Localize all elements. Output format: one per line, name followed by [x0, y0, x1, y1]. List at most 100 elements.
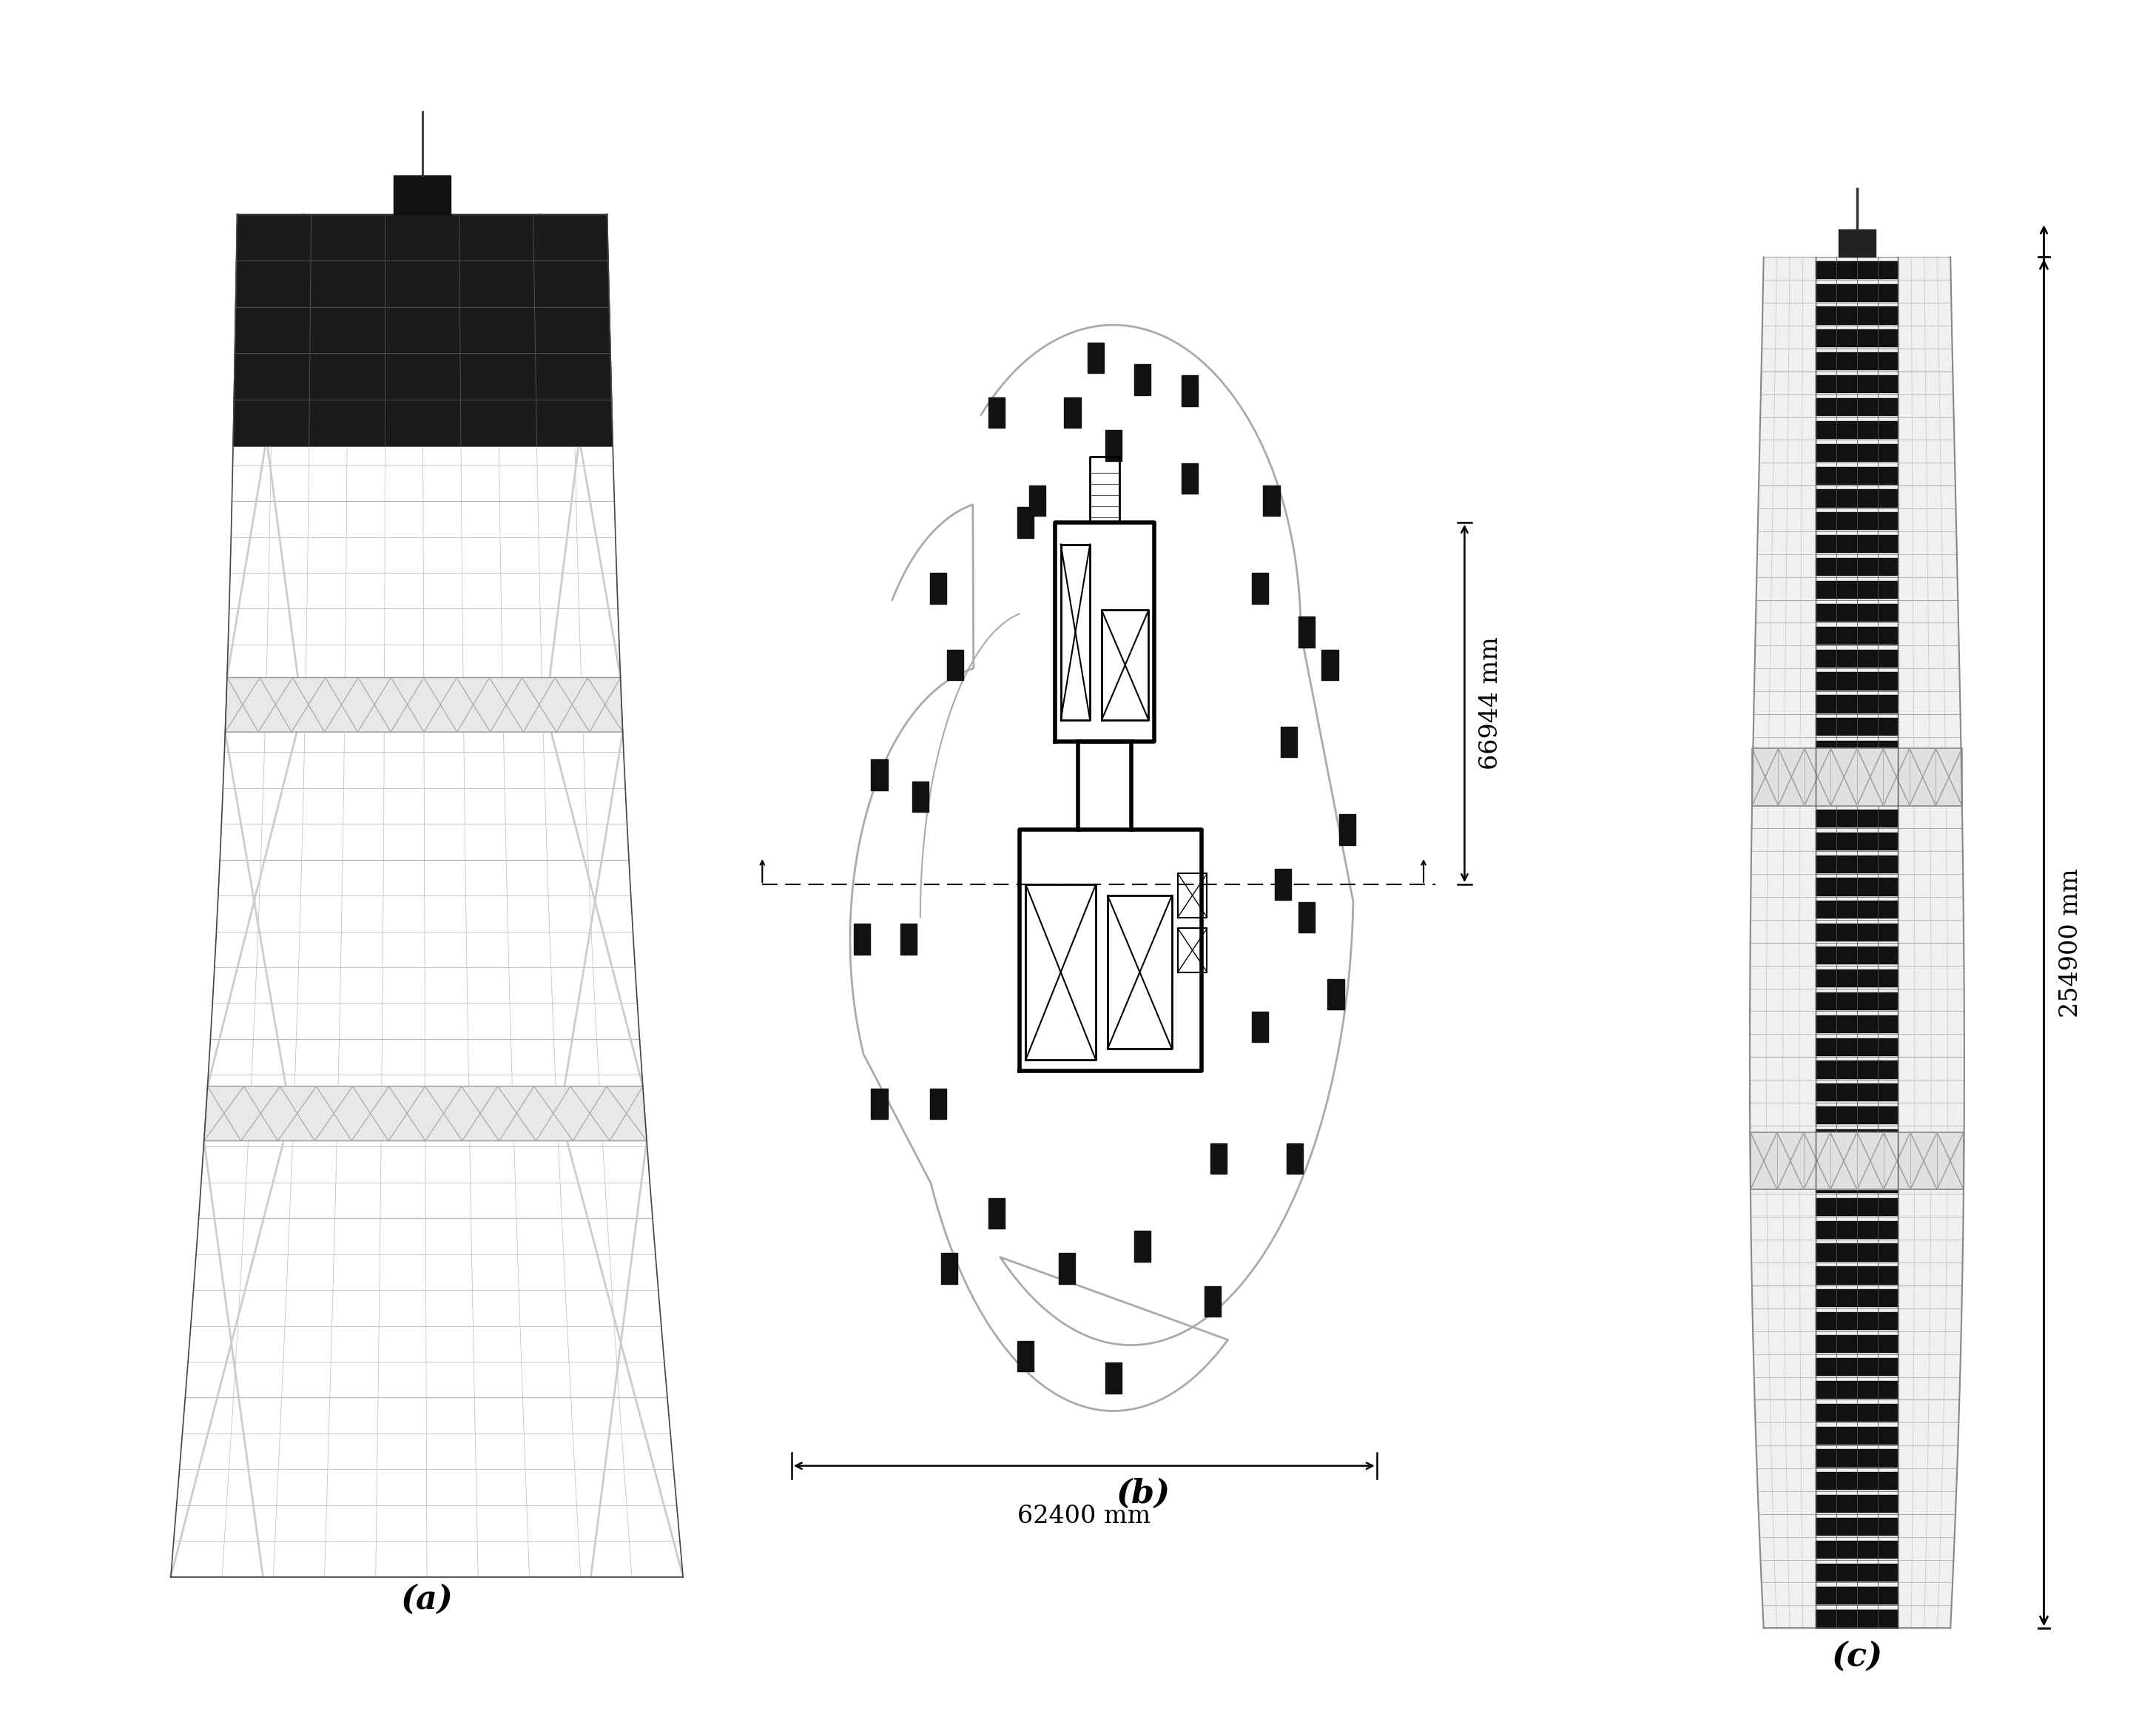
Bar	[1815, 1083, 1897, 1100]
Bar	[1281, 727, 1298, 758]
Bar	[1815, 1495, 1897, 1512]
Bar	[1815, 398, 1897, 415]
Bar	[1815, 672, 1897, 689]
Bar	[1815, 970, 1897, 987]
Bar	[1839, 230, 1876, 257]
Bar	[1815, 1404, 1897, 1421]
Bar	[1815, 764, 1897, 782]
Polygon shape	[1751, 257, 1964, 1628]
Bar	[1815, 1587, 1897, 1604]
Text: (c): (c)	[1830, 1640, 1882, 1673]
Bar	[1018, 1340, 1035, 1371]
Polygon shape	[224, 677, 623, 732]
Bar	[1815, 924, 1897, 941]
Bar	[1815, 740, 1897, 758]
Bar	[1815, 1563, 1897, 1580]
Text: 62400 mm: 62400 mm	[1018, 1505, 1151, 1527]
Bar	[1815, 559, 1897, 576]
Bar	[946, 650, 964, 680]
Bar	[1815, 512, 1897, 530]
Bar	[1065, 398, 1080, 428]
Bar	[1815, 946, 1897, 963]
Bar	[912, 782, 929, 812]
Bar	[1274, 869, 1291, 900]
Polygon shape	[1751, 1133, 1964, 1190]
Bar	[1815, 375, 1897, 393]
Bar	[929, 1088, 946, 1119]
Bar	[1815, 1357, 1897, 1375]
Bar	[1815, 855, 1897, 872]
Bar	[1815, 902, 1897, 919]
Bar	[1815, 878, 1897, 895]
Bar	[1815, 1519, 1897, 1536]
Bar	[1815, 833, 1897, 850]
Bar	[1106, 430, 1121, 461]
Bar	[1815, 307, 1897, 324]
Text: 254900 mm: 254900 mm	[2059, 867, 2083, 1018]
Bar	[1815, 1152, 1897, 1169]
Polygon shape	[233, 214, 612, 446]
Bar	[1815, 1015, 1897, 1032]
Bar	[1815, 1426, 1897, 1443]
Bar	[1815, 1220, 1897, 1238]
Text: (b): (b)	[1115, 1477, 1171, 1510]
Bar	[1181, 375, 1199, 406]
Bar	[1815, 1472, 1897, 1489]
Bar	[1815, 627, 1897, 644]
Bar	[1287, 1143, 1302, 1174]
Bar	[1250, 1011, 1268, 1042]
Bar	[987, 1198, 1005, 1229]
Text: 66944 mm: 66944 mm	[1479, 638, 1503, 770]
Bar	[1815, 650, 1897, 667]
Bar	[1815, 490, 1897, 507]
Bar	[1815, 1289, 1897, 1306]
Bar	[1815, 787, 1897, 804]
Bar	[1298, 902, 1315, 932]
Bar	[1815, 466, 1897, 483]
Bar	[871, 759, 888, 790]
Bar	[942, 1253, 957, 1284]
Bar	[1263, 485, 1281, 516]
Bar	[1815, 1335, 1897, 1352]
Bar	[1815, 422, 1897, 439]
Bar	[1815, 718, 1897, 735]
Bar	[1815, 1244, 1897, 1262]
Bar	[1815, 1541, 1897, 1558]
Bar	[395, 177, 451, 214]
Bar	[929, 572, 946, 603]
Bar	[1815, 581, 1897, 598]
Bar	[1815, 535, 1897, 552]
Bar	[1815, 1381, 1897, 1399]
Bar	[1059, 1253, 1076, 1284]
Bar	[1106, 1363, 1121, 1393]
Bar	[1205, 1286, 1220, 1316]
Bar	[1815, 261, 1897, 278]
Bar	[987, 398, 1005, 428]
Bar	[1815, 1107, 1897, 1124]
Bar	[1339, 814, 1356, 845]
Bar	[1328, 979, 1343, 1010]
Bar	[1815, 285, 1897, 302]
Bar	[1815, 1198, 1897, 1215]
Bar	[1815, 992, 1897, 1010]
Bar	[1815, 603, 1897, 620]
Bar	[1815, 1609, 1897, 1627]
Bar	[1815, 696, 1897, 713]
Text: (a): (a)	[401, 1584, 453, 1615]
Bar	[901, 924, 916, 955]
Bar	[1815, 1267, 1897, 1284]
Bar	[1181, 463, 1199, 494]
Bar	[1298, 617, 1315, 648]
Bar	[1250, 572, 1268, 603]
Bar	[1028, 485, 1046, 516]
Bar	[1815, 353, 1897, 370]
Bar	[871, 1088, 888, 1119]
Bar	[1815, 444, 1897, 461]
Bar	[1815, 1061, 1897, 1078]
Bar	[1210, 1143, 1227, 1174]
Polygon shape	[205, 1087, 647, 1142]
Bar	[1087, 343, 1104, 374]
Polygon shape	[1753, 749, 1962, 806]
Bar	[1018, 507, 1035, 538]
Bar	[1134, 365, 1151, 396]
